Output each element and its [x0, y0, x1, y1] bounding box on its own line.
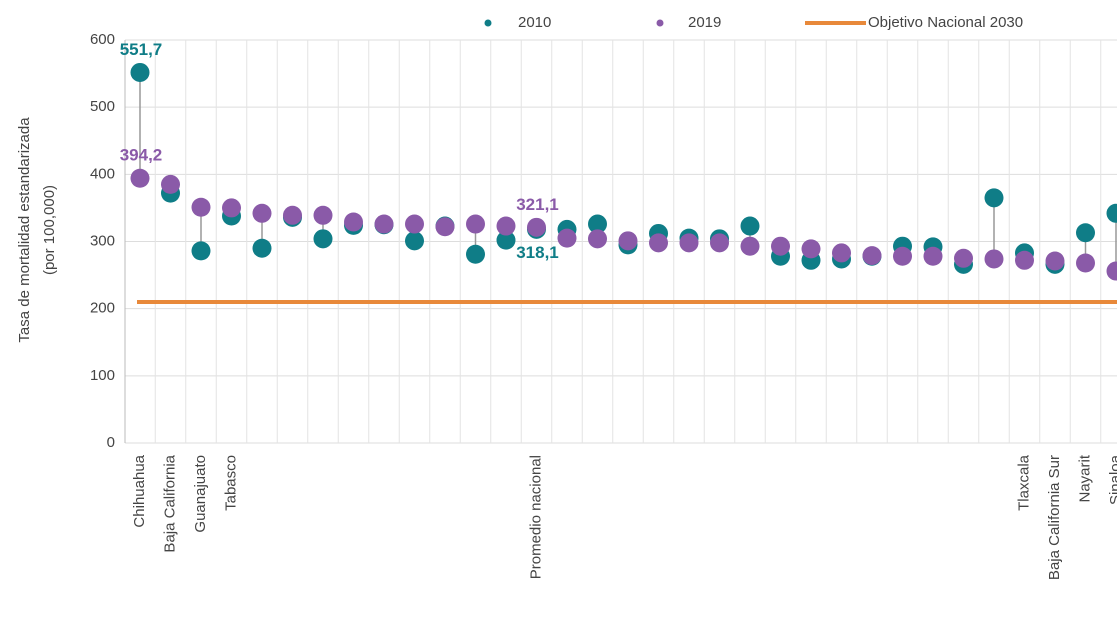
dot [771, 236, 790, 256]
dot [496, 230, 516, 250]
data-label: 394,2 [120, 146, 163, 165]
dot [466, 244, 485, 264]
dot [496, 216, 516, 236]
dot [923, 246, 943, 266]
y-tick-label: 200 [90, 300, 115, 317]
dot [679, 233, 699, 253]
y-tick-label: 100 [90, 367, 115, 384]
dot [252, 238, 272, 258]
dot [527, 217, 546, 237]
dot [557, 228, 577, 248]
dot [405, 231, 424, 251]
dot [862, 246, 882, 266]
dot [466, 214, 485, 234]
dot [130, 62, 150, 82]
x-tick-label: Promedio nacional [527, 455, 544, 579]
dot [161, 174, 180, 194]
dot [801, 239, 821, 259]
dot [710, 233, 729, 253]
dot [954, 248, 973, 268]
dot [222, 198, 241, 218]
dot [435, 217, 455, 237]
dot [649, 233, 668, 253]
dot [1076, 253, 1095, 273]
dot [588, 229, 607, 249]
x-tick-label: Guanajuato [192, 455, 209, 533]
dot [191, 241, 211, 261]
dot [588, 214, 607, 234]
dot [984, 188, 1004, 208]
dot [740, 216, 760, 236]
x-tick-label: Baja California [161, 454, 178, 552]
dot [130, 168, 150, 188]
dot [984, 249, 1004, 269]
dot [191, 197, 211, 217]
legend-marker [656, 19, 664, 27]
dot [893, 246, 912, 266]
y-tick-label: 300 [90, 232, 115, 249]
data-label: 321,1 [516, 195, 559, 214]
dot [405, 214, 424, 234]
x-tick-label: Nayarit [1076, 454, 1093, 502]
x-tick-label: Chihuahua [131, 454, 148, 527]
legend-marker [484, 19, 492, 27]
x-tick-label: Tabasco [222, 455, 239, 511]
legend-label: Objetivo Nacional 2030 [868, 14, 1023, 31]
y-tick-label: 500 [90, 98, 115, 115]
dot [283, 205, 302, 225]
dot [1015, 250, 1034, 270]
x-tick-label: Tlaxcala [1015, 454, 1032, 511]
dot [374, 214, 394, 234]
data-label: 551,7 [120, 40, 163, 59]
dot [1076, 223, 1095, 243]
dot [618, 231, 638, 251]
dot [1106, 203, 1117, 223]
legend-label: 2019 [688, 14, 721, 31]
y-axis-title: (por 100,000) [41, 185, 58, 275]
x-tick-label: Sinaloa [1107, 454, 1117, 505]
dot [1045, 251, 1065, 271]
y-tick-label: 400 [90, 165, 115, 182]
dot [832, 243, 851, 263]
dot [313, 205, 333, 225]
dot [252, 203, 272, 223]
data-label: 318,1 [516, 243, 559, 262]
dot [313, 229, 333, 249]
dot [344, 212, 363, 232]
x-tick-label: Baja California Sur [1046, 455, 1063, 580]
dot [740, 236, 760, 256]
y-axis-title: Tasa de mortalidad estandarizada [16, 117, 33, 343]
y-tick-label: 0 [107, 434, 115, 451]
dot [1106, 261, 1117, 281]
legend-label: 2010 [518, 14, 551, 31]
y-tick-label: 600 [90, 31, 115, 48]
